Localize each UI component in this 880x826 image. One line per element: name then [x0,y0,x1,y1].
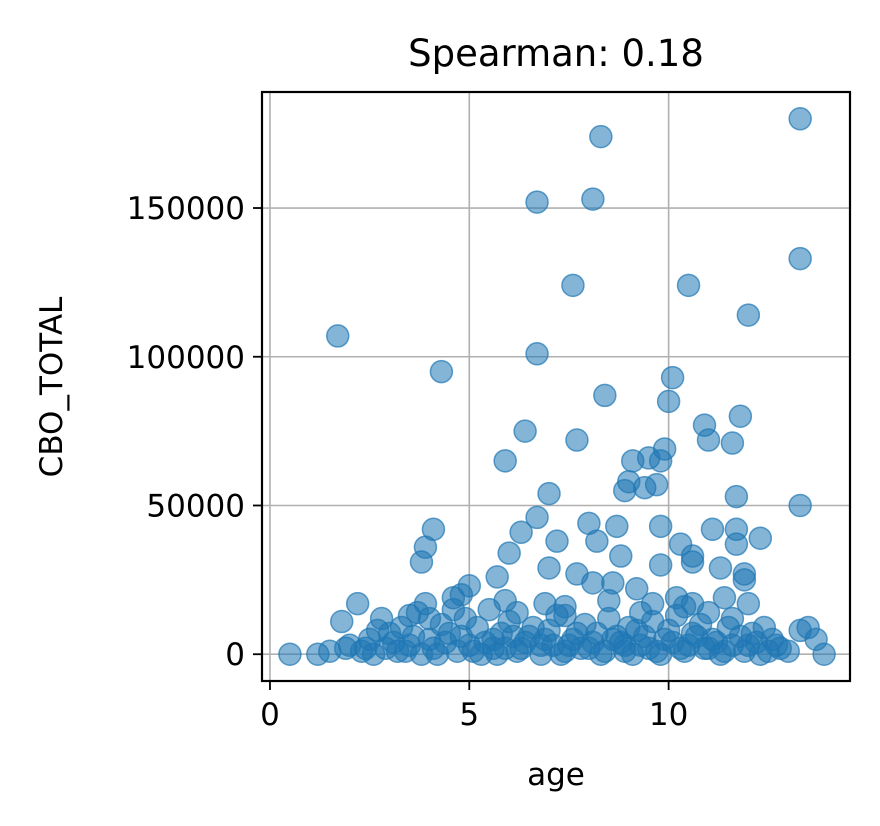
y-tick-label: 150000 [127,191,245,227]
data-point [620,449,645,473]
data-point [724,532,749,556]
data-point [680,544,705,568]
data-point [736,303,761,327]
data-point [696,428,721,452]
data-point [696,600,721,625]
data-point [553,594,577,619]
data-point [648,514,673,539]
data-point [525,190,549,214]
data-point [712,585,737,610]
data-point [585,529,609,553]
data-point [644,639,669,664]
data-point [640,591,665,616]
data-point [672,594,697,619]
y-axis-ticks: 0 50000 100000 150000 [127,191,262,673]
data-point [581,187,605,211]
x-tick-label: 5 [459,697,479,733]
data-point [561,273,585,298]
data-point [613,478,637,503]
data-point [393,639,418,664]
data-point [353,636,378,661]
x-axis-label: age [527,757,585,793]
data-point [493,449,517,473]
y-tick-label: 100000 [127,340,245,376]
data-point [812,642,836,666]
data-point [660,365,685,390]
data-point [724,484,749,509]
data-point [668,636,693,661]
data-point [589,124,613,149]
data-point [497,541,521,565]
data-point [700,517,725,542]
data-point [481,636,505,661]
data-point [597,588,621,613]
data-point [720,431,745,455]
data-point [461,639,486,664]
data-point [329,609,354,634]
data-point [648,553,673,577]
data-point [425,642,450,666]
data-point [441,597,466,622]
data-point [537,556,561,580]
grid-lines [262,92,850,681]
data-point [720,606,745,631]
x-tick-label: 0 [260,697,280,733]
scatter-points [278,107,836,666]
data-point [581,571,605,595]
x-tick-label: 10 [649,697,688,733]
data-point [609,544,633,568]
data-point [788,107,812,131]
data-point [732,568,757,592]
data-point [525,342,549,366]
data-point [513,419,537,443]
x-axis-ticks: 0 5 10 [260,681,688,733]
y-tick-label: 0 [225,637,245,673]
data-point [545,529,569,553]
data-point [712,639,737,664]
data-point [593,639,617,664]
data-point [748,642,773,666]
data-point [509,520,533,545]
data-point [509,636,533,661]
data-point [632,475,657,500]
data-point [605,514,629,539]
data-point [613,633,637,658]
data-point [278,642,302,666]
data-point [325,324,350,348]
data-point [565,428,589,452]
data-point [736,591,761,616]
data-point [409,550,434,574]
data-point [593,383,617,408]
y-axis-label: CBO_TOTAL [34,296,70,477]
data-point [728,404,753,428]
data-point [365,618,390,643]
data-point [529,633,553,658]
data-point [537,481,561,506]
data-point [345,591,370,616]
y-tick-label: 50000 [146,488,245,524]
data-point [429,359,454,384]
data-point [648,449,673,473]
data-point [533,591,557,616]
data-point [525,505,549,530]
data-point [676,273,701,298]
chart-title: Spearman: 0.18 [408,32,704,75]
data-point [405,600,430,625]
data-point [708,556,733,580]
data-point [788,246,812,271]
data-point [624,577,649,601]
data-point [692,636,717,661]
data-point [776,639,800,664]
plot-frame [260,90,852,683]
data-point [788,493,812,518]
data-point [549,642,573,666]
data-point [493,588,517,613]
data-point [569,636,593,661]
data-point [656,389,681,414]
data-point [485,565,509,589]
data-point [748,526,773,550]
